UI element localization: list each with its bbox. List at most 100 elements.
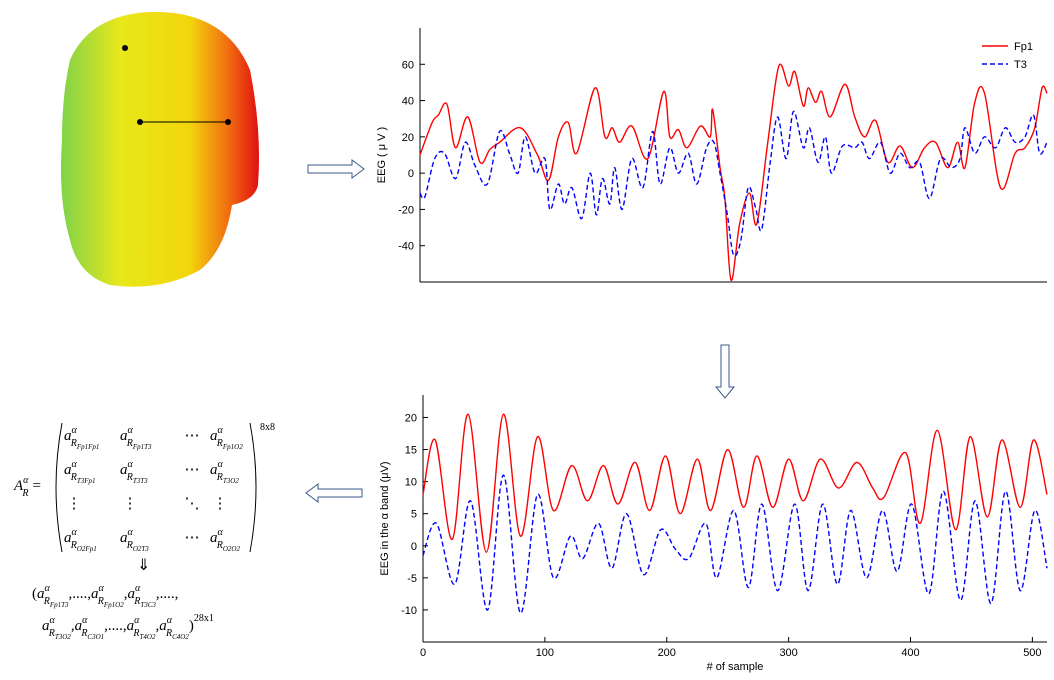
math-sup: α (50, 615, 56, 626)
math-subsub: T3O2 (223, 477, 239, 485)
head-illustration (61, 12, 259, 287)
flow-arrow (306, 484, 362, 502)
y-tick-label: -5 (407, 573, 417, 585)
math-sub: R (216, 472, 223, 483)
math-sup: α (99, 583, 105, 594)
math-sub: R (70, 438, 77, 449)
math-sub: R (80, 628, 87, 639)
math-sub: R (70, 472, 77, 483)
matrix-cell: ⋮ (67, 496, 82, 512)
y-tick-label: 40 (402, 96, 414, 108)
series-line (420, 64, 1047, 280)
math-sup: α (218, 425, 224, 436)
math-sup: α (82, 615, 88, 626)
matrix-size: 8x8 (260, 422, 275, 433)
math-subsub: Fp1T3 (49, 601, 69, 609)
y-tick-label: 0 (411, 541, 417, 553)
x-tick-label: 200 (658, 647, 676, 659)
math-sup: α (128, 527, 134, 538)
flow-arrow (716, 345, 734, 398)
math-sup: α (23, 475, 29, 486)
math-equals: = (33, 478, 41, 494)
y-axis-label: EEG ( μ V ) (376, 127, 388, 183)
matrix-cell: ⋮ (123, 496, 138, 512)
x-tick-label: 0 (420, 647, 426, 659)
x-tick-label: 300 (779, 647, 797, 659)
math-symbol: ,...., (156, 586, 179, 602)
x-axis-label: # of sample (707, 661, 764, 673)
math-sup: α (45, 583, 51, 594)
legend-label: Fp1 (1014, 41, 1033, 53)
y-tick-label: 5 (411, 509, 417, 521)
math-sup: α (72, 527, 78, 538)
head-shape (61, 12, 259, 287)
y-axis-label: EEG in the α band (μV) (379, 461, 391, 575)
vector-size: 28x1 (194, 613, 214, 624)
x-tick-label: 400 (901, 647, 919, 659)
math-subsub: T3C3 (140, 601, 156, 609)
matrix-cell: ⋱ (185, 496, 200, 512)
math-subsub: Fp1O2 (222, 443, 243, 451)
math-sub: R (216, 438, 223, 449)
math-subsub: T3Fp1 (77, 477, 96, 485)
electrode (122, 45, 128, 51)
math-subsub: Fp1T3 (132, 443, 152, 451)
math-subsub: T3T3 (133, 477, 148, 485)
y-tick-label: -40 (398, 241, 414, 253)
math-sup: α (218, 527, 224, 538)
figure: -40-200204060EEG ( μ V )Fp1T3-10-5051015… (0, 0, 1054, 675)
y-tick-label: 60 (402, 59, 414, 71)
math-sub: R (133, 596, 140, 607)
derive-arrow: ⇓ (137, 557, 150, 574)
math-subsub: Fp1Fp1 (76, 443, 100, 451)
math-sup: α (128, 425, 134, 436)
math-sub: R (132, 628, 139, 639)
math-sub: R (70, 540, 77, 551)
math-subsub: O2Fp1 (77, 545, 97, 553)
math-sup: α (72, 425, 78, 436)
matrix-cell: ⋯ (185, 530, 200, 546)
series-line (423, 475, 1047, 613)
y-tick-label: 0 (408, 168, 414, 180)
math-sub: R (126, 540, 133, 551)
math-sup: α (72, 459, 78, 470)
series-line (423, 414, 1047, 552)
math-symbol: ,...., (69, 586, 92, 602)
math-subsub: O2T3 (133, 545, 149, 553)
math-subsub: Fp1O2 (103, 601, 124, 609)
matrix-bracket (56, 423, 62, 552)
math-sup: α (128, 459, 134, 470)
math-sub: R (126, 472, 133, 483)
x-tick-label: 500 (1023, 647, 1041, 659)
math-subsub: O2O2 (223, 545, 241, 553)
matrix-cell: aαRFp1T3 (120, 425, 152, 451)
matrix-cell: ⋮ (213, 496, 228, 512)
y-tick-label: 15 (405, 445, 417, 457)
math-sup: α (135, 583, 141, 594)
math-sub: R (216, 540, 223, 551)
y-tick-label: 20 (402, 132, 414, 144)
matrix-bracket (250, 423, 256, 552)
math-subsub: C4O2 (172, 633, 189, 641)
matrix-cell: ⋯ (185, 462, 200, 478)
matrix-cell: ⋯ (185, 428, 200, 444)
x-tick-label: 100 (536, 647, 554, 659)
math-sup: α (134, 615, 140, 626)
math-symbol: ,...., (104, 618, 127, 634)
math-sup: α (218, 459, 224, 470)
y-tick-label: -20 (398, 204, 414, 216)
legend-label: T3 (1014, 59, 1027, 71)
series-line (420, 111, 1047, 256)
math-sub: R (97, 596, 104, 607)
math-sub: R (43, 596, 50, 607)
